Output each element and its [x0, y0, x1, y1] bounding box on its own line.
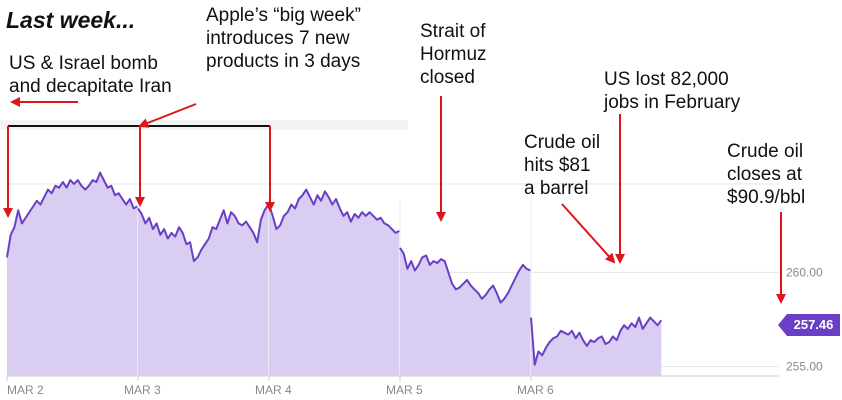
area-session-1: [138, 204, 269, 376]
area-session-3: [400, 247, 531, 376]
area-session-2: [269, 189, 400, 376]
x-tick-label-1: MAR 3: [124, 383, 161, 397]
line-session-1: [137, 204, 270, 263]
current-price-tag: 257.46: [778, 314, 840, 336]
x-tick-label-3: MAR 5: [386, 383, 423, 397]
y-tick-label-1: 260.00: [786, 265, 823, 279]
annotation-jobs: US lost 82,000 jobs in February: [604, 69, 741, 113]
area-session-0: [7, 172, 138, 376]
line-session-0: [6, 171, 138, 258]
annotation-us-israel: US & Israel bomb and decapitate Iran: [9, 53, 172, 97]
line-session-2: [268, 188, 400, 234]
line-session-3: [399, 247, 531, 304]
y-tick-label-0: 255.00: [786, 360, 823, 374]
x-tick-label-2: MAR 4: [255, 383, 292, 397]
x-tick-label-0: MAR 2: [7, 383, 44, 397]
line-session-4: [530, 316, 663, 366]
annotation-crude90: Crude oil closes at $90.9/bbl: [727, 141, 806, 208]
x-tick-label-4: MAR 6: [517, 383, 554, 397]
area-session-4: [531, 317, 662, 376]
arrow-apple: [138, 103, 197, 128]
annotation-crude81: Crude oil hits $81 a barrel: [524, 132, 601, 199]
arrow-crude81: [561, 203, 616, 264]
annotation-apple: Apple’s “big week” introduces 7 new prod…: [206, 5, 361, 72]
annotation-hormuz: Strait of Hormuz closed: [420, 21, 487, 88]
chart-title: Last week...: [6, 7, 136, 33]
